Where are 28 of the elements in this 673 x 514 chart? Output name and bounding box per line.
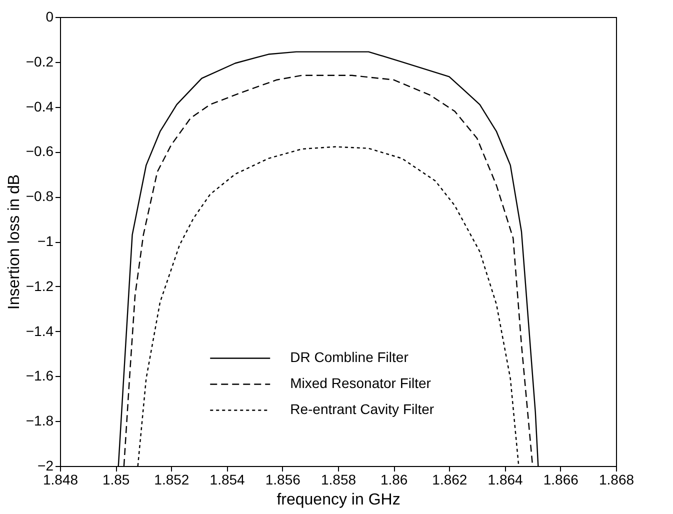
- x-tick-label: 1.86: [380, 472, 408, 488]
- y-tick-label: −1.2: [26, 278, 54, 294]
- y-tick-label: −1.4: [26, 322, 54, 339]
- x-axis-title: frequency in GHz: [276, 492, 400, 508]
- x-tick-label: 1.854: [210, 472, 246, 488]
- y-tick-label: −0.6: [26, 143, 54, 160]
- y-tick-label: −0.2: [26, 53, 54, 70]
- x-tick-label: 1.85: [102, 472, 130, 488]
- x-tick-label: 1.864: [488, 472, 524, 488]
- y-tick-label: 0: [46, 8, 54, 24]
- x-tick-label: 1.856: [265, 472, 301, 488]
- x-tick-label: 1.852: [154, 472, 190, 488]
- x-tick-label: 1.868: [598, 472, 634, 488]
- y-tick-label: −0.8: [26, 188, 54, 204]
- y-tick-label: −0.4: [26, 98, 54, 114]
- x-tick-label: 1.866: [543, 472, 579, 488]
- y-tick-label: −1.6: [26, 368, 54, 384]
- x-tick-label: 1.858: [320, 472, 356, 488]
- y-tick-label: −2: [38, 458, 54, 474]
- legend-label: Re-entrant Cavity Filter: [290, 401, 434, 418]
- legend-label: Mixed Resonator Filter: [290, 375, 432, 392]
- y-axis-title: Insertion loss in dB: [6, 174, 23, 310]
- y-tick-label: −1: [38, 233, 54, 249]
- x-tick-label: 1.862: [432, 472, 468, 488]
- line-series: [137, 146, 520, 466]
- x-tick-label: 1.848: [42, 472, 78, 488]
- y-tick-label: −1.8: [26, 412, 54, 429]
- legend-label: DR Combline Filter: [290, 349, 409, 366]
